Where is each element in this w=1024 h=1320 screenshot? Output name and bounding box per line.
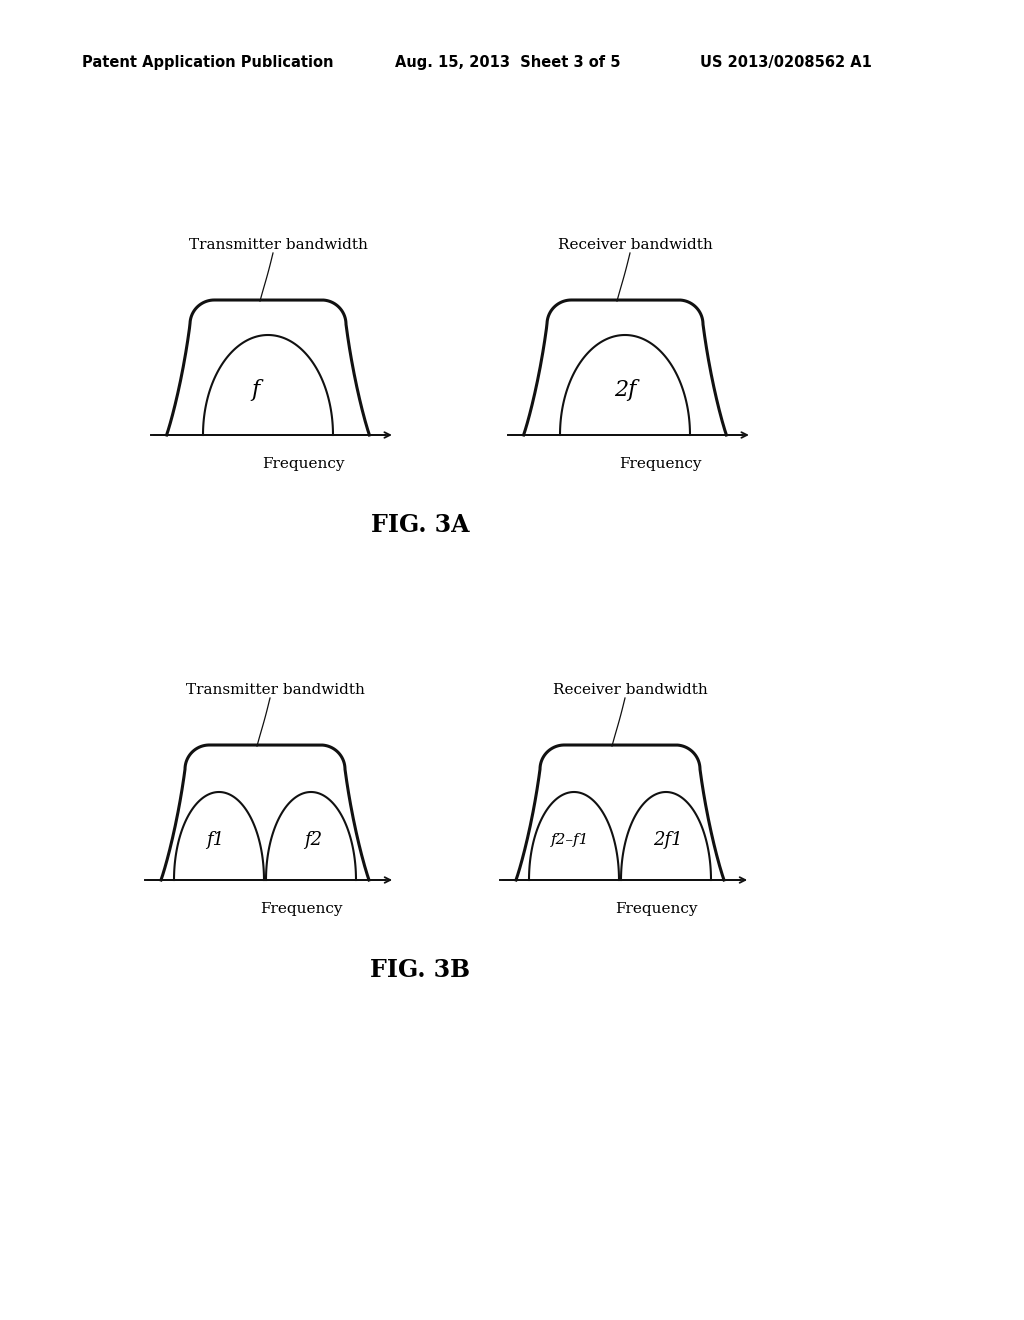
Text: f1: f1 [206, 832, 224, 849]
Text: Frequency: Frequency [618, 457, 701, 471]
Text: Frequency: Frequency [262, 457, 344, 471]
Text: Transmitter bandwidth: Transmitter bandwidth [185, 682, 365, 697]
Text: f2–f1: f2–f1 [551, 833, 589, 847]
Text: FIG. 3A: FIG. 3A [371, 513, 469, 537]
Text: 2f1: 2f1 [653, 832, 683, 849]
Text: f2: f2 [304, 832, 323, 849]
Text: 2f: 2f [613, 379, 636, 401]
Text: Receiver bandwidth: Receiver bandwidth [558, 238, 713, 252]
Text: f: f [251, 379, 259, 401]
Text: FIG. 3B: FIG. 3B [370, 958, 470, 982]
Text: US 2013/0208562 A1: US 2013/0208562 A1 [700, 54, 871, 70]
Text: Transmitter bandwidth: Transmitter bandwidth [188, 238, 368, 252]
Text: Frequency: Frequency [614, 902, 697, 916]
Text: Frequency: Frequency [260, 902, 342, 916]
Text: Patent Application Publication: Patent Application Publication [82, 54, 334, 70]
Text: Receiver bandwidth: Receiver bandwidth [553, 682, 708, 697]
Text: Aug. 15, 2013  Sheet 3 of 5: Aug. 15, 2013 Sheet 3 of 5 [395, 54, 621, 70]
